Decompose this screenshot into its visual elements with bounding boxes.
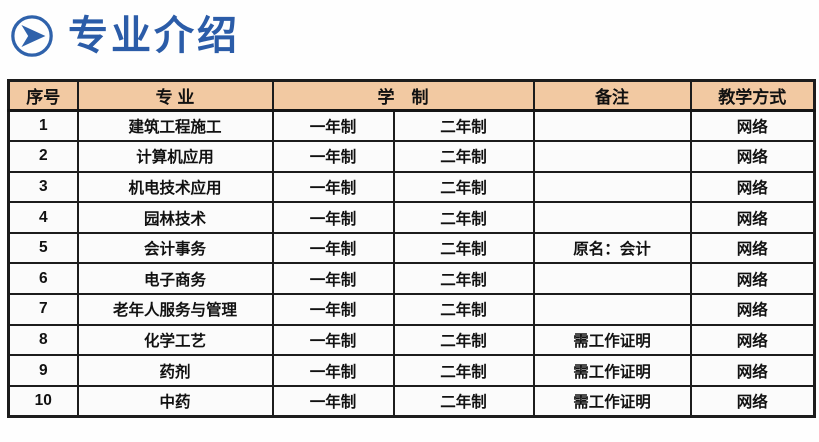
duration-two-year-cell: 二年制 — [392, 170, 535, 204]
duration-one-year-cell: 一年制 — [271, 201, 395, 234]
remark-cell — [532, 170, 692, 204]
row-index-cell: 10 — [7, 384, 79, 418]
teaching-method-cell: 网络 — [689, 140, 816, 173]
teaching-method-cell: 网络 — [689, 354, 816, 387]
majors-table: 序号 专 业 学 制 备注 教学方式 1 建筑工程施工 一年制 二年制 网络 2 计算机应用… — [7, 79, 816, 418]
duration-one-year-cell: 一年制 — [271, 354, 395, 387]
table-row: 7 老年人服务与管理 一年制 二年制 网络 — [7, 293, 816, 326]
duration-one-year-cell: 一年制 — [271, 231, 395, 265]
page-title: 专业介绍 — [68, 13, 240, 58]
table-row: 5 会计事务 一年制 二年制 原名：会计 网络 — [7, 231, 816, 265]
teaching-method-cell: 网络 — [689, 323, 816, 357]
remark-cell — [532, 262, 692, 296]
remark-cell: 原名：会计 — [532, 231, 692, 265]
col-header-index: 序号 — [7, 79, 79, 112]
duration-one-year-cell: 一年制 — [271, 109, 395, 143]
duration-two-year-cell: 二年制 — [392, 323, 535, 357]
duration-two-year-cell: 二年制 — [392, 384, 535, 418]
table-row: 8 化学工艺 一年制 二年制 需工作证明 网络 — [7, 323, 816, 357]
duration-two-year-cell: 二年制 — [392, 262, 535, 296]
remark-cell — [532, 201, 692, 234]
table-row: 4 园林技术 一年制 二年制 网络 — [7, 201, 816, 234]
duration-two-year-cell: 二年制 — [392, 109, 535, 143]
duration-one-year-cell: 一年制 — [271, 293, 395, 326]
table-row: 1 建筑工程施工 一年制 二年制 网络 — [7, 109, 816, 143]
row-index-cell: 9 — [7, 354, 79, 387]
row-index-cell: 1 — [7, 109, 79, 143]
major-name-cell: 化学工艺 — [76, 323, 274, 357]
duration-one-year-cell: 一年制 — [271, 170, 395, 204]
teaching-method-cell: 网络 — [689, 384, 816, 418]
table-row: 2 计算机应用 一年制 二年制 网络 — [7, 140, 816, 173]
table-row: 3 机电技术应用 一年制 二年制 网络 — [7, 170, 816, 204]
circle-arrow-right-icon — [9, 13, 55, 59]
remark-cell: 需工作证明 — [532, 384, 692, 418]
row-index-cell: 5 — [7, 231, 79, 265]
table-body: 1 建筑工程施工 一年制 二年制 网络 2 计算机应用 一年制 二年制 网络 3 机电技术应用 一年制二… — [7, 109, 816, 418]
row-index-cell: 2 — [7, 140, 79, 173]
row-index-cell: 3 — [7, 170, 79, 204]
duration-one-year-cell: 一年制 — [271, 140, 395, 173]
remark-cell — [532, 109, 692, 143]
major-name-cell: 会计事务 — [76, 231, 274, 265]
col-header-duration: 学 制 — [271, 79, 535, 112]
remark-cell: 需工作证明 — [532, 354, 692, 387]
teaching-method-cell: 网络 — [689, 170, 816, 204]
duration-two-year-cell: 二年制 — [392, 140, 535, 173]
duration-one-year-cell: 一年制 — [271, 262, 395, 296]
major-name-cell: 电子商务 — [76, 262, 274, 296]
table-row: 6 电子商务 一年制 二年制 网络 — [7, 262, 816, 296]
table-header-row: 序号 专 业 学 制 备注 教学方式 — [7, 79, 816, 112]
teaching-method-cell: 网络 — [689, 231, 816, 265]
page-header: 专业介绍 — [0, 0, 819, 64]
teaching-method-cell: 网络 — [689, 109, 816, 143]
duration-two-year-cell: 二年制 — [392, 231, 535, 265]
col-header-major: 专 业 — [76, 79, 274, 112]
duration-two-year-cell: 二年制 — [392, 293, 535, 326]
table-row: 9 药剂 一年制 二年制 需工作证明 网络 — [7, 354, 816, 387]
duration-two-year-cell: 二年制 — [392, 201, 535, 234]
row-index-cell: 6 — [7, 262, 79, 296]
remark-cell — [532, 140, 692, 173]
major-name-cell: 计算机应用 — [76, 140, 274, 173]
row-index-cell: 8 — [7, 323, 79, 357]
major-name-cell: 机电技术应用 — [76, 170, 274, 204]
col-header-remark: 备注 — [532, 79, 692, 112]
table-row: 10 中药 一年制 二年制 需工作证明 网络 — [7, 384, 816, 418]
major-name-cell: 中药 — [76, 384, 274, 418]
teaching-method-cell: 网络 — [689, 201, 816, 234]
row-index-cell: 4 — [7, 201, 79, 234]
duration-one-year-cell: 一年制 — [271, 323, 395, 357]
major-name-cell: 建筑工程施工 — [76, 109, 274, 143]
duration-one-year-cell: 一年制 — [271, 384, 395, 418]
teaching-method-cell: 网络 — [689, 293, 816, 326]
major-name-cell: 药剂 — [76, 354, 274, 387]
row-index-cell: 7 — [7, 293, 79, 326]
remark-cell — [532, 293, 692, 326]
major-name-cell: 园林技术 — [76, 201, 274, 234]
duration-two-year-cell: 二年制 — [392, 354, 535, 387]
major-name-cell: 老年人服务与管理 — [76, 293, 274, 326]
remark-cell: 需工作证明 — [532, 323, 692, 357]
col-header-method: 教学方式 — [689, 79, 816, 112]
teaching-method-cell: 网络 — [689, 262, 816, 296]
